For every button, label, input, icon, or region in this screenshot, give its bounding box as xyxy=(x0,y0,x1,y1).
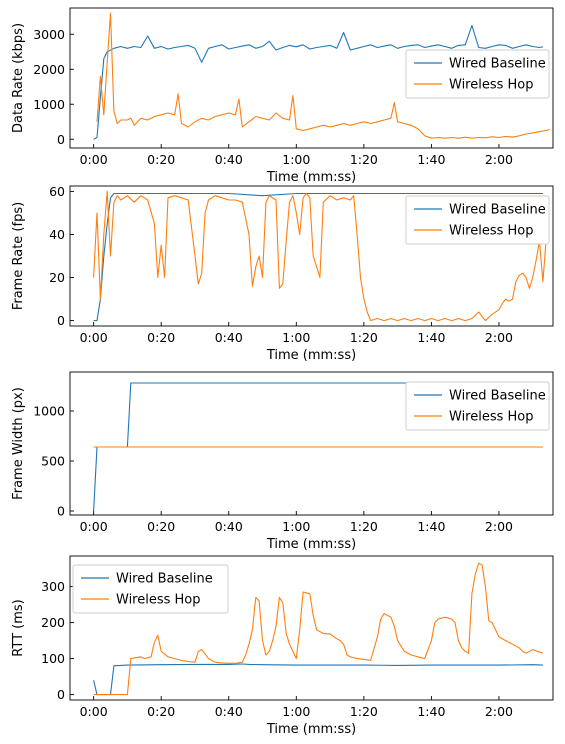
plot-frame xyxy=(69,185,554,327)
plot-frame xyxy=(69,555,554,701)
x-tick-label: 1:00 xyxy=(282,152,310,167)
series-line-wired-baseline xyxy=(93,663,543,696)
y-tick-label: 3000 xyxy=(33,27,65,42)
series-line-wireless-hop xyxy=(96,12,550,139)
x-axis-label: Time (mm:ss) xyxy=(266,537,356,552)
x-tick-label: 2:00 xyxy=(485,330,513,345)
legend-label-wired-baseline: Wired Baseline xyxy=(449,203,546,218)
x-tick-label: 0:40 xyxy=(215,152,243,167)
y-tick-label: 100 xyxy=(41,651,65,666)
x-tick-label: 1:40 xyxy=(417,704,445,719)
legend-label-wireless-hop: Wireless Hop xyxy=(116,593,201,608)
x-tick-label: 0:00 xyxy=(80,704,108,719)
x-axis-label: Time (mm:ss) xyxy=(266,170,356,185)
x-tick-label: 0:40 xyxy=(215,704,243,719)
x-tick-label: 1:20 xyxy=(350,152,378,167)
x-tick-label: 0:20 xyxy=(147,519,175,534)
legend: Wired Baseline Wireless Hop xyxy=(405,49,550,99)
y-tick-label: 0 xyxy=(57,687,65,702)
series-line-wired-baseline xyxy=(93,192,543,322)
legend-box xyxy=(405,49,550,99)
x-tick-label: 0:20 xyxy=(147,704,175,719)
legend-label-wired-baseline: Wired Baseline xyxy=(449,57,546,72)
x-tick-label: 0:00 xyxy=(80,152,108,167)
legend: Wired Baseline Wireless Hop xyxy=(405,195,550,245)
y-tick-label: 20 xyxy=(49,270,65,285)
x-tick-label: 1:20 xyxy=(350,704,378,719)
y-tick-label: 500 xyxy=(41,454,65,469)
chart-panel-1: 0:00 0:20 0:40 1:00 1:20 1:40 2:00 0 1000 2000 300… xyxy=(11,7,554,185)
y-axis-label: Data Rate (kbps) xyxy=(11,23,26,133)
x-tick-label: 0:20 xyxy=(147,330,175,345)
chart-panel-2: 0:00 0:20 0:40 1:00 1:20 1:40 2:00 0 20 40 60 Time … xyxy=(11,184,554,363)
x-tick-label: 1:20 xyxy=(350,519,378,534)
legend-label-wired-baseline: Wired Baseline xyxy=(449,389,546,404)
x-tick-label: 1:40 xyxy=(417,152,445,167)
legend-label-wireless-hop: Wireless Hop xyxy=(449,410,534,425)
x-tick-label: 0:40 xyxy=(215,330,243,345)
x-tick-label: 2:00 xyxy=(485,152,513,167)
x-tick-label: 1:00 xyxy=(282,330,310,345)
legend: Wired Baseline Wireless Hop xyxy=(405,381,550,431)
x-tick-label: 0:20 xyxy=(147,152,175,167)
y-tick-label: 60 xyxy=(49,184,65,199)
y-tick-label: 300 xyxy=(41,579,65,594)
legend-label-wired-baseline: Wired Baseline xyxy=(116,572,213,587)
x-tick-label: 0:00 xyxy=(80,519,108,534)
y-axis-label: Frame Rate (fps) xyxy=(11,202,26,310)
legend-label-wireless-hop: Wireless Hop xyxy=(449,78,534,93)
x-tick-label: 2:00 xyxy=(485,704,513,719)
legend-label-wireless-hop: Wireless Hop xyxy=(449,224,534,239)
x-tick-label: 1:40 xyxy=(417,519,445,534)
chart-panel-4: 0:00 0:20 0:40 1:00 1:20 1:40 2:00 0 100 200 300 Ti… xyxy=(11,555,554,737)
x-tick-label: 1:00 xyxy=(282,519,310,534)
plot-frame xyxy=(69,371,554,516)
x-tick-label: 0:00 xyxy=(80,330,108,345)
y-tick-label: 1000 xyxy=(33,97,65,112)
y-tick-label: 2000 xyxy=(33,62,65,77)
y-tick-label: 0 xyxy=(57,504,65,519)
x-tick-label: 2:00 xyxy=(485,519,513,534)
y-tick-label: 0 xyxy=(57,313,65,328)
series-line-wireless-hop xyxy=(93,562,544,696)
legend-box xyxy=(405,195,550,245)
x-tick-label: 0:40 xyxy=(215,519,243,534)
x-axis-label: Time (mm:ss) xyxy=(266,348,356,363)
x-tick-label: 1:00 xyxy=(282,704,310,719)
x-axis-label: Time (mm:ss) xyxy=(266,722,356,737)
y-axis-label: Frame Width (px) xyxy=(11,387,26,500)
series-line-wireless-hop xyxy=(93,190,547,322)
series-line-wired-baseline xyxy=(93,24,544,140)
y-tick-label: 200 xyxy=(41,615,65,630)
y-tick-label: 1000 xyxy=(33,404,65,419)
x-tick-label: 1:40 xyxy=(417,330,445,345)
y-tick-label: 0 xyxy=(57,132,65,147)
legend: Wired Baseline Wireless Hop xyxy=(72,564,229,614)
plot-frame xyxy=(69,7,554,149)
legend-box xyxy=(405,381,550,431)
y-axis-label: RTT (ms) xyxy=(11,599,26,656)
y-tick-label: 40 xyxy=(49,227,65,242)
chart-panel-3: 0:00 0:20 0:40 1:00 1:20 1:40 2:00 0 500 1000 Time… xyxy=(11,371,554,552)
x-tick-label: 1:20 xyxy=(350,330,378,345)
legend-box xyxy=(72,564,229,614)
